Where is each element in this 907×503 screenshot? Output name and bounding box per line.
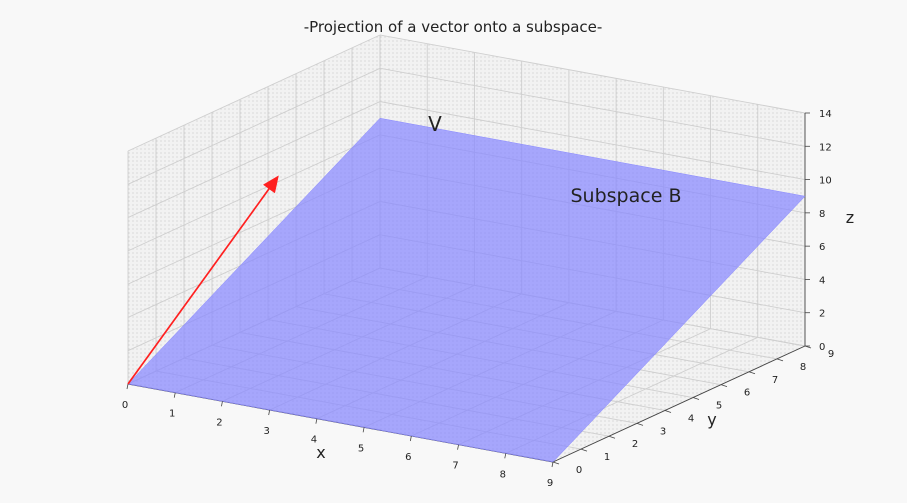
x-tick-mark: [173, 392, 176, 398]
y-tick-label: 1: [604, 452, 610, 463]
grid-back-z: [379, 67, 806, 147]
x-tick-mark: [221, 401, 223, 407]
x-axis-label: x: [316, 443, 325, 462]
z-tick-label: 0: [819, 342, 825, 353]
z-tick-label: 8: [819, 209, 825, 220]
x-tick-mark: [551, 461, 554, 468]
vector-arrowhead: [262, 175, 279, 194]
x-tick-mark: [362, 427, 365, 433]
grid-left-z: [127, 34, 381, 152]
z-axis-label: z: [846, 208, 854, 227]
y-tick-label: 7: [772, 375, 778, 386]
z-tick-label: 4: [819, 275, 825, 286]
y-tick-label: 3: [660, 426, 666, 437]
z-tick-label: 14: [819, 109, 832, 120]
y-tick-mark: [608, 435, 616, 439]
y-tick-mark: [692, 397, 700, 400]
vector-layer: [127, 175, 279, 385]
vector-label: V: [428, 112, 442, 136]
x-tick-label: 7: [452, 461, 458, 472]
x-tick-label: 3: [263, 426, 269, 437]
x-tick-label: 8: [500, 469, 506, 480]
y-tick-label: 2: [632, 439, 638, 450]
x-tick-mark: [457, 444, 459, 450]
y-tick-mark: [580, 448, 588, 452]
y-axis-label: y: [707, 410, 716, 429]
grid-back-z: [379, 101, 806, 181]
grid-back-z: [379, 34, 806, 114]
z-tick-label: 10: [819, 176, 832, 187]
x-tick-mark: [126, 383, 129, 390]
z-tick-label: 6: [819, 242, 825, 253]
axis-labels: -Projection of a vector onto a subspace-…: [304, 18, 855, 462]
x-tick-label: 0: [122, 400, 128, 411]
y-tick-mark: [552, 461, 560, 465]
x-tick-mark: [268, 409, 271, 416]
y-tick-mark: [720, 384, 728, 388]
x-tick-label: 1: [169, 409, 175, 420]
y-tick-mark: [636, 422, 644, 426]
z-tick-label: 2: [819, 309, 825, 320]
x-tick-label: 2: [216, 417, 222, 428]
chart-title: -Projection of a vector onto a subspace-: [304, 18, 603, 36]
grid-left-z: [127, 134, 381, 252]
y-axis-line: [552, 345, 806, 463]
z-tick-label: 12: [819, 142, 832, 153]
y-tick-label: 5: [716, 401, 722, 412]
x-tick-label: 9: [547, 478, 553, 489]
y-tick-mark: [748, 371, 756, 375]
y-tick-label: 9: [828, 349, 834, 360]
x-tick-mark: [504, 453, 507, 459]
x-tick-label: 6: [405, 452, 411, 463]
x-tick-mark: [315, 418, 318, 424]
x-tick-mark: [409, 435, 412, 442]
x-tick-label: 5: [358, 443, 364, 454]
grid-left-z: [127, 101, 381, 218]
y-tick-label: 4: [688, 413, 694, 424]
y-tick-label: 6: [744, 388, 750, 399]
y-tick-label: 8: [800, 362, 806, 373]
x-tick-label: 4: [311, 435, 317, 446]
y-tick-mark: [776, 358, 784, 362]
y-tick-mark: [664, 410, 672, 413]
vector-shaft: [127, 188, 270, 385]
y-tick-label: 0: [576, 465, 582, 476]
grid-left-z: [127, 67, 381, 185]
plane-label: Subspace B: [571, 185, 682, 207]
